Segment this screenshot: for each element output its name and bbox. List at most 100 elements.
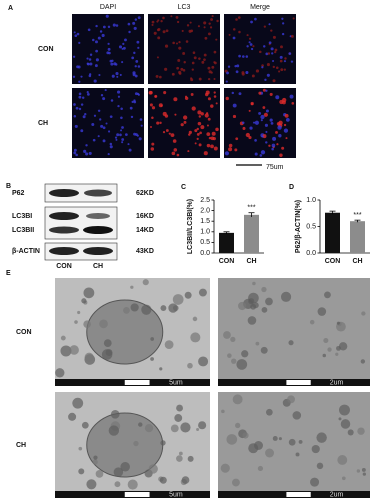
cell-dot — [117, 104, 120, 108]
cell-dot — [289, 94, 294, 99]
cell-dot — [95, 58, 99, 62]
cell-dot — [110, 99, 114, 102]
organelle — [295, 452, 300, 457]
cell-dot — [75, 106, 79, 110]
cell-dot — [206, 132, 211, 137]
x-tick-label: CON — [219, 258, 235, 265]
cell-dot — [201, 60, 205, 64]
cell-dot — [283, 68, 286, 71]
cell-dot — [76, 32, 80, 36]
blot — [44, 183, 118, 261]
organelle — [141, 304, 152, 315]
cell-dot — [191, 61, 195, 65]
significance: *** — [353, 212, 361, 219]
cell-dot — [197, 25, 201, 28]
cell-dot — [292, 17, 295, 20]
cell-dot — [231, 91, 235, 95]
organelle — [238, 301, 247, 311]
cell-dot — [198, 77, 202, 81]
cell-dot — [276, 143, 279, 146]
cell-dot — [182, 52, 186, 55]
cell-dot — [272, 59, 275, 63]
scale-segment — [124, 380, 150, 385]
organelle — [176, 455, 183, 462]
cell-dot — [268, 144, 271, 147]
em-image: 5um — [55, 278, 210, 386]
error-bar — [354, 219, 361, 223]
organelle — [120, 462, 130, 472]
cell-dot — [120, 116, 123, 120]
organelle — [336, 345, 341, 351]
cell-dot — [165, 29, 169, 33]
bar — [325, 212, 340, 253]
cell-dot — [78, 92, 82, 96]
organelle — [69, 345, 79, 355]
cell-dot — [105, 14, 109, 18]
cell-dot — [127, 22, 131, 26]
cell-dot — [182, 69, 186, 72]
y-axis-label: P62/β-ACTIN(%) — [295, 200, 302, 253]
organelle — [361, 311, 366, 316]
organelle — [322, 353, 327, 358]
cell-dot — [265, 109, 269, 113]
organelle — [241, 350, 249, 358]
cell-dot — [213, 146, 218, 151]
cell-dot — [210, 136, 215, 141]
cell-dot — [151, 116, 154, 119]
fluorescence-image — [72, 14, 144, 84]
organelle — [159, 367, 163, 371]
cell-dot — [269, 92, 273, 96]
organelle — [317, 307, 327, 316]
cell-dot — [181, 29, 184, 32]
blot-size: 43KD — [136, 248, 154, 255]
organelle — [261, 286, 267, 293]
cell-dot — [271, 143, 276, 148]
cell-dot — [124, 38, 127, 42]
cell-dot — [250, 47, 254, 51]
cell-dot — [254, 139, 257, 142]
cell-dot — [131, 100, 134, 104]
organelle — [93, 455, 98, 460]
blot-label: P62 — [12, 190, 25, 197]
organelle — [95, 469, 104, 478]
cell-dot — [162, 30, 166, 34]
scale-label: 2um — [330, 379, 344, 386]
cell-dot — [279, 55, 283, 59]
cell-dot — [175, 42, 179, 45]
x-tick-label: CH — [352, 258, 362, 265]
organelle — [226, 434, 238, 445]
cell-dot — [215, 38, 218, 41]
organelle — [272, 435, 278, 441]
cell-dot — [165, 129, 169, 132]
organelle — [130, 285, 134, 289]
em-image: 2um — [218, 392, 370, 498]
organelle — [160, 305, 167, 312]
cell-dot — [133, 100, 137, 104]
error-bar — [248, 212, 255, 217]
cell-dot — [99, 118, 102, 121]
cell-dot — [162, 16, 165, 20]
cell-dot — [136, 134, 139, 137]
cell-dot — [180, 123, 184, 127]
cell-dot — [226, 71, 229, 75]
cell-dot — [151, 142, 155, 146]
row-label: CON — [16, 329, 32, 336]
cell-dot — [211, 15, 214, 18]
cell-dot — [267, 52, 271, 55]
cell-dot — [263, 45, 266, 48]
cell-dot — [136, 92, 140, 96]
row-label: CH — [16, 442, 26, 449]
cell-dot — [261, 135, 264, 138]
organelle — [172, 294, 184, 305]
cell-dot — [149, 90, 153, 95]
cell-dot — [115, 24, 119, 27]
cell-dot — [91, 123, 95, 127]
organelle — [316, 432, 327, 443]
cell-dot — [128, 148, 132, 152]
cell-dot — [102, 97, 106, 101]
organelle — [255, 341, 260, 346]
organelle — [335, 352, 339, 356]
cell-dot — [207, 32, 211, 36]
cell-dot — [258, 111, 262, 115]
